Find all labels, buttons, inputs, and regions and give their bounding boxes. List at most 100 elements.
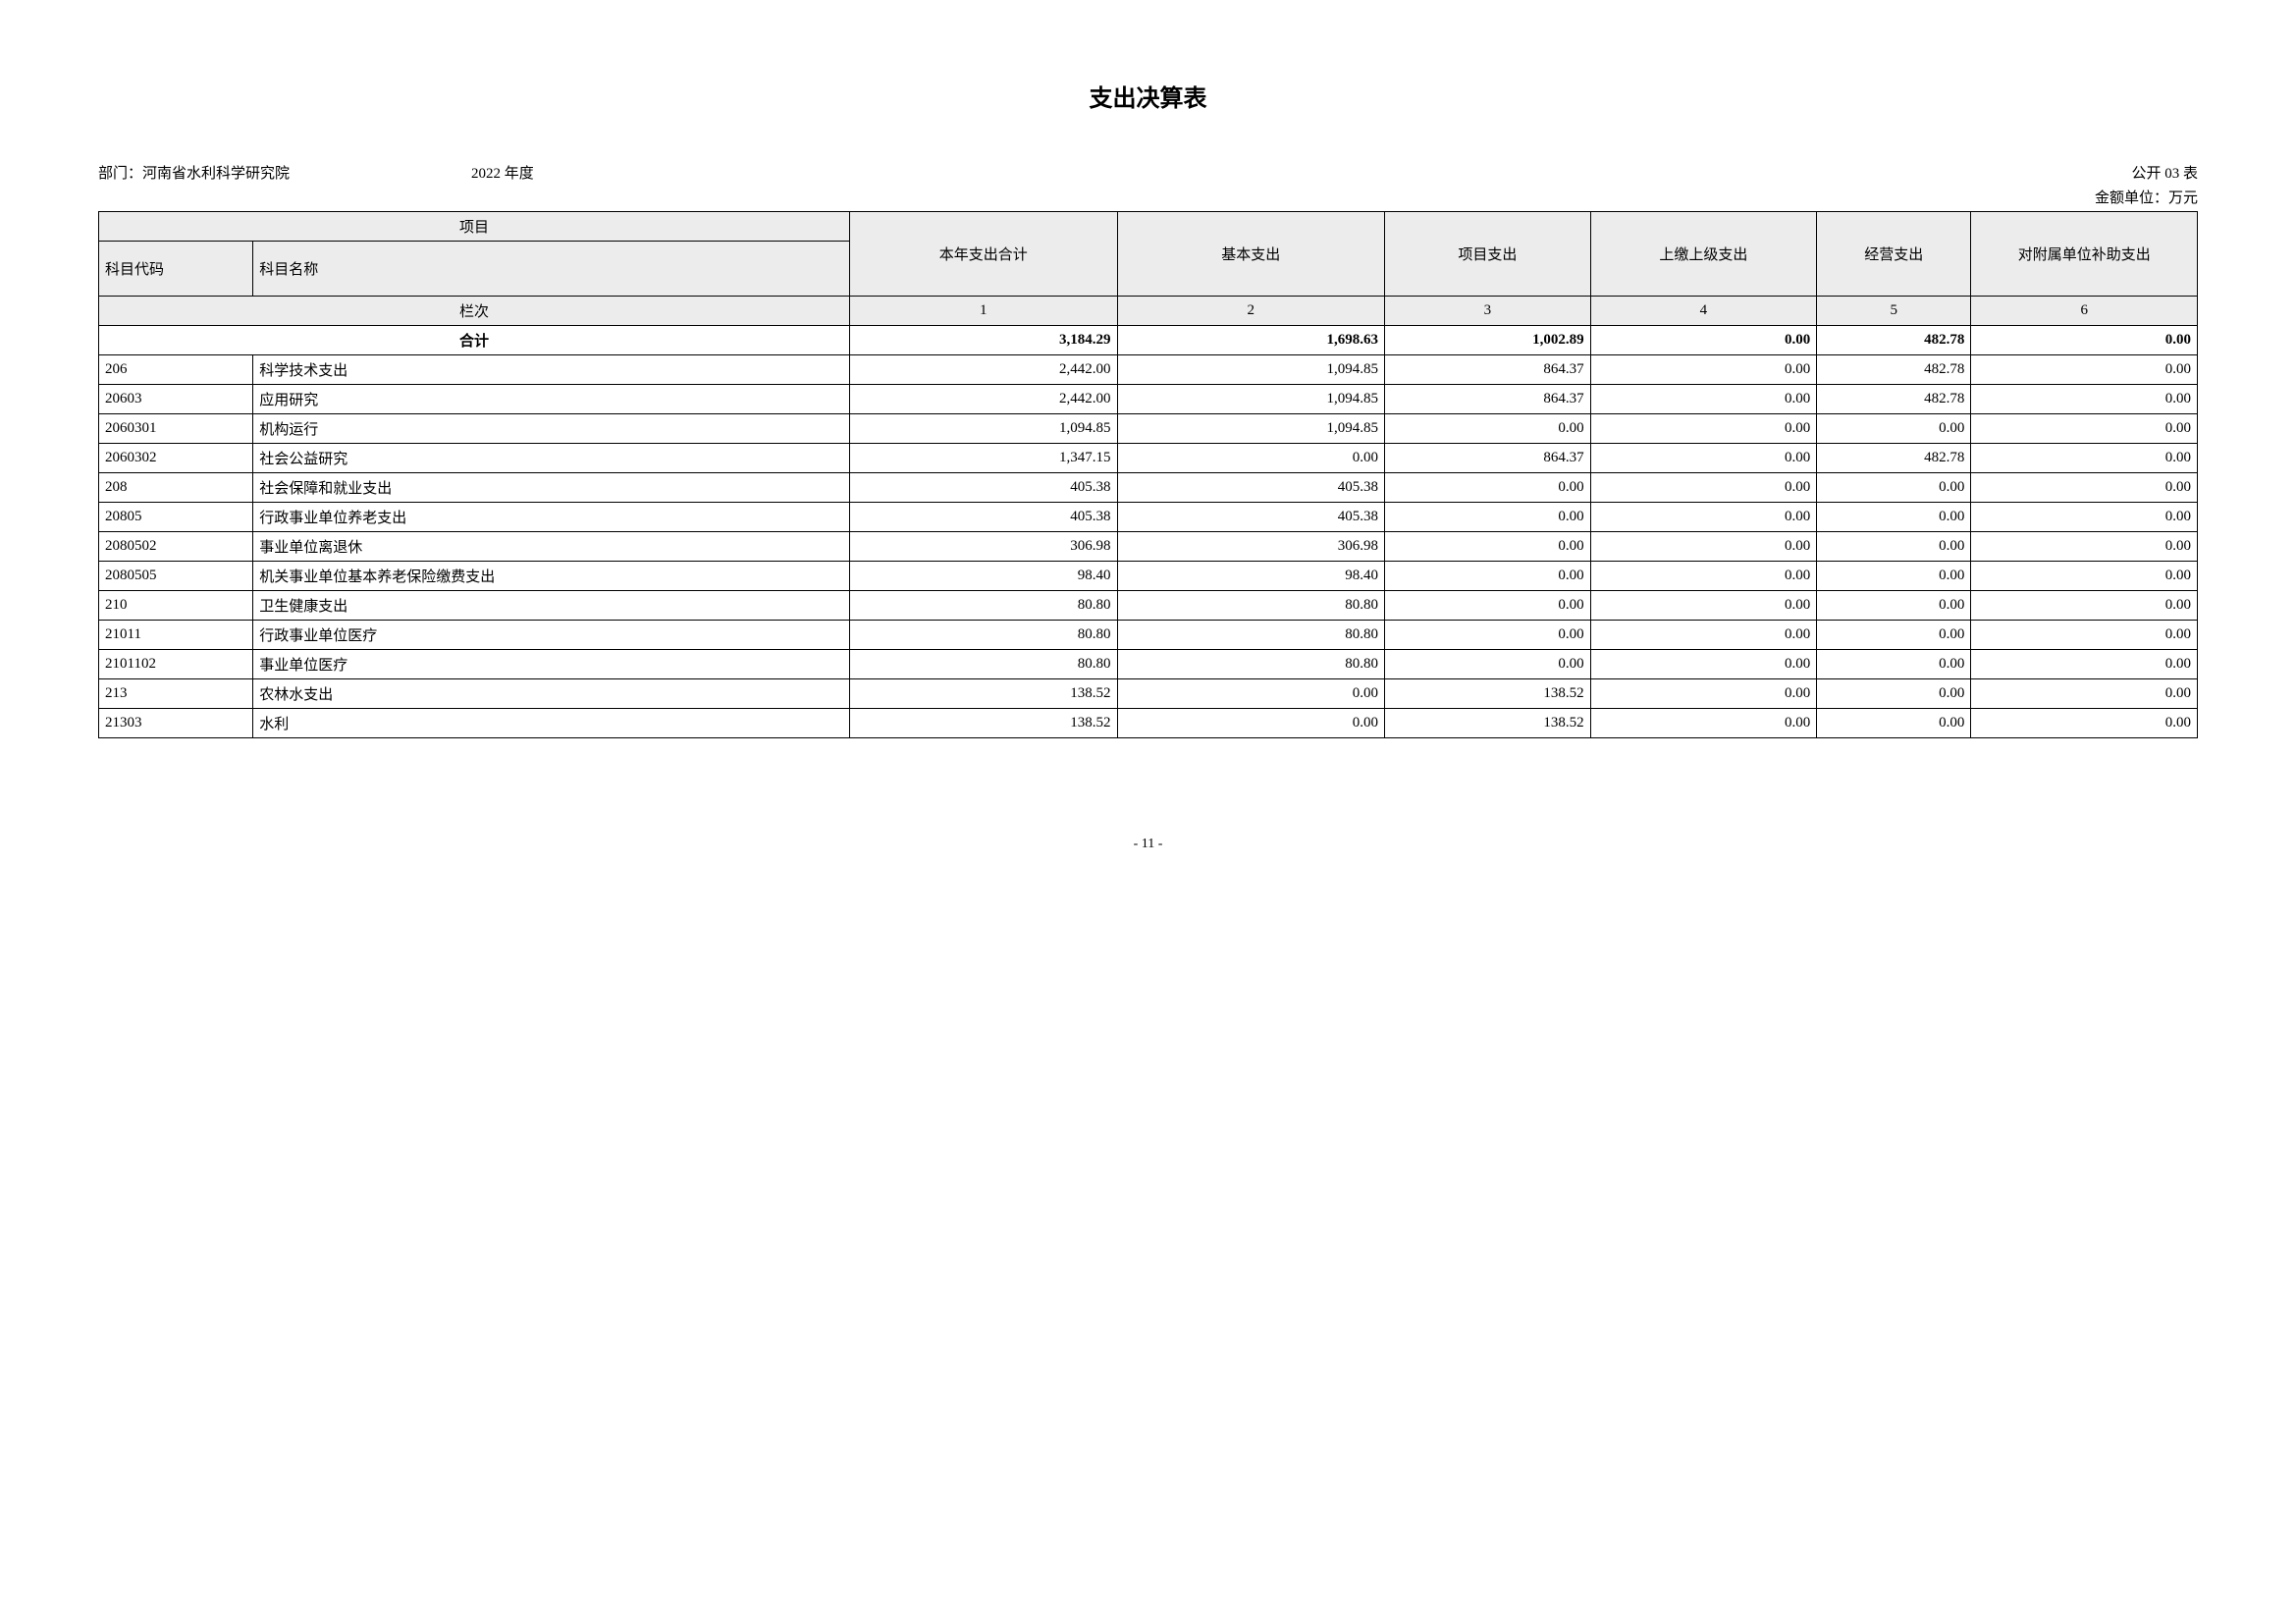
lanci-2: 2: [1117, 297, 1384, 326]
cell-value: 0.00: [1817, 591, 1971, 621]
table-row: 2101102事业单位医疗80.8080.800.000.000.000.00: [99, 650, 2198, 679]
lanci-5: 5: [1817, 297, 1971, 326]
header-group-project: 项目: [99, 212, 850, 242]
lanci-3: 3: [1385, 297, 1591, 326]
cell-value: 0.00: [1590, 709, 1817, 738]
cell-value: 0.00: [1385, 532, 1591, 562]
total-c6: 0.00: [1971, 326, 2198, 355]
cell-value: 0.00: [1590, 679, 1817, 709]
cell-value: 80.80: [850, 621, 1117, 650]
cell-code: 2080505: [99, 562, 253, 591]
cell-value: 0.00: [1817, 679, 1971, 709]
table-row: 206科学技术支出2,442.001,094.85864.370.00482.7…: [99, 355, 2198, 385]
table-row: 2080502事业单位离退休306.98306.980.000.000.000.…: [99, 532, 2198, 562]
table-row: 208社会保障和就业支出405.38405.380.000.000.000.00: [99, 473, 2198, 503]
cell-value: 0.00: [1817, 562, 1971, 591]
cell-code: 20603: [99, 385, 253, 414]
cell-value: 0.00: [1117, 709, 1384, 738]
cell-value: 0.00: [1971, 650, 2198, 679]
cell-value: 0.00: [1590, 503, 1817, 532]
page-number: - 11 -: [98, 837, 2198, 852]
meta-row: 部门：河南省水利科学研究院 2022 年度 公开 03 表: [98, 162, 2198, 183]
cell-value: 0.00: [1817, 503, 1971, 532]
lanci-4: 4: [1590, 297, 1817, 326]
cell-name: 农林水支出: [253, 679, 850, 709]
cell-name: 社会保障和就业支出: [253, 473, 850, 503]
cell-value: 0.00: [1817, 532, 1971, 562]
cell-value: 0.00: [1971, 591, 2198, 621]
cell-code: 210: [99, 591, 253, 621]
cell-value: 0.00: [1590, 650, 1817, 679]
form-code: 公开 03 表: [864, 162, 2198, 183]
total-c1: 3,184.29: [850, 326, 1117, 355]
cell-value: 405.38: [850, 473, 1117, 503]
cell-code: 21011: [99, 621, 253, 650]
lanci-6: 6: [1971, 297, 2198, 326]
table-row: 2080505机关事业单位基本养老保险缴费支出98.4098.400.000.0…: [99, 562, 2198, 591]
cell-value: 0.00: [1590, 621, 1817, 650]
cell-value: 0.00: [1971, 414, 2198, 444]
table-row: 2060301机构运行1,094.851,094.850.000.000.000…: [99, 414, 2198, 444]
cell-value: 0.00: [1590, 473, 1817, 503]
cell-code: 213: [99, 679, 253, 709]
expenditure-table: 项目 本年支出合计 基本支出 项目支出 上缴上级支出 经营支出 对附属单位补助支…: [98, 211, 2198, 738]
cell-value: 0.00: [1817, 650, 1971, 679]
cell-value: 80.80: [1117, 650, 1384, 679]
cell-name: 机关事业单位基本养老保险缴费支出: [253, 562, 850, 591]
cell-name: 事业单位医疗: [253, 650, 850, 679]
total-c4: 0.00: [1590, 326, 1817, 355]
cell-value: 0.00: [1385, 414, 1591, 444]
cell-value: 0.00: [1590, 355, 1817, 385]
cell-value: 405.38: [1117, 503, 1384, 532]
cell-value: 1,347.15: [850, 444, 1117, 473]
cell-value: 80.80: [1117, 621, 1384, 650]
cell-name: 科学技术支出: [253, 355, 850, 385]
department: 部门：河南省水利科学研究院: [98, 162, 471, 183]
unit: 金额单位：万元: [98, 187, 2198, 207]
cell-value: 138.52: [1385, 709, 1591, 738]
cell-value: 0.00: [1971, 532, 2198, 562]
cell-name: 行政事业单位养老支出: [253, 503, 850, 532]
cell-value: 0.00: [1117, 679, 1384, 709]
table-row: 21011行政事业单位医疗80.8080.800.000.000.000.00: [99, 621, 2198, 650]
cell-value: 0.00: [1385, 473, 1591, 503]
cell-code: 20805: [99, 503, 253, 532]
cell-name: 机构运行: [253, 414, 850, 444]
cell-code: 2060301: [99, 414, 253, 444]
cell-name: 事业单位离退休: [253, 532, 850, 562]
cell-value: 1,094.85: [1117, 414, 1384, 444]
cell-value: 405.38: [1117, 473, 1384, 503]
cell-name: 行政事业单位医疗: [253, 621, 850, 650]
cell-value: 0.00: [1590, 532, 1817, 562]
cell-value: 0.00: [1971, 679, 2198, 709]
cell-value: 0.00: [1385, 650, 1591, 679]
cell-name: 社会公益研究: [253, 444, 850, 473]
lanci-label: 栏次: [99, 297, 850, 326]
cell-value: 0.00: [1590, 444, 1817, 473]
header-c1: 本年支出合计: [850, 212, 1117, 297]
cell-value: 482.78: [1817, 385, 1971, 414]
cell-value: 138.52: [850, 679, 1117, 709]
cell-value: 0.00: [1385, 562, 1591, 591]
table-row-total: 合计 3,184.29 1,698.63 1,002.89 0.00 482.7…: [99, 326, 2198, 355]
cell-value: 405.38: [850, 503, 1117, 532]
table-row: 21303水利138.520.00138.520.000.000.00: [99, 709, 2198, 738]
cell-name: 应用研究: [253, 385, 850, 414]
cell-name: 卫生健康支出: [253, 591, 850, 621]
year: 2022 年度: [471, 162, 864, 183]
cell-value: 0.00: [1971, 709, 2198, 738]
cell-value: 864.37: [1385, 444, 1591, 473]
cell-value: 482.78: [1817, 444, 1971, 473]
cell-value: 0.00: [1971, 473, 2198, 503]
cell-value: 98.40: [1117, 562, 1384, 591]
header-c6: 对附属单位补助支出: [1971, 212, 2198, 297]
cell-value: 2,442.00: [850, 355, 1117, 385]
cell-value: 0.00: [1971, 385, 2198, 414]
cell-value: 0.00: [1971, 503, 2198, 532]
cell-value: 80.80: [850, 591, 1117, 621]
cell-value: 0.00: [1817, 709, 1971, 738]
cell-value: 0.00: [1590, 591, 1817, 621]
cell-value: 0.00: [1117, 444, 1384, 473]
cell-code: 2080502: [99, 532, 253, 562]
total-c3: 1,002.89: [1385, 326, 1591, 355]
